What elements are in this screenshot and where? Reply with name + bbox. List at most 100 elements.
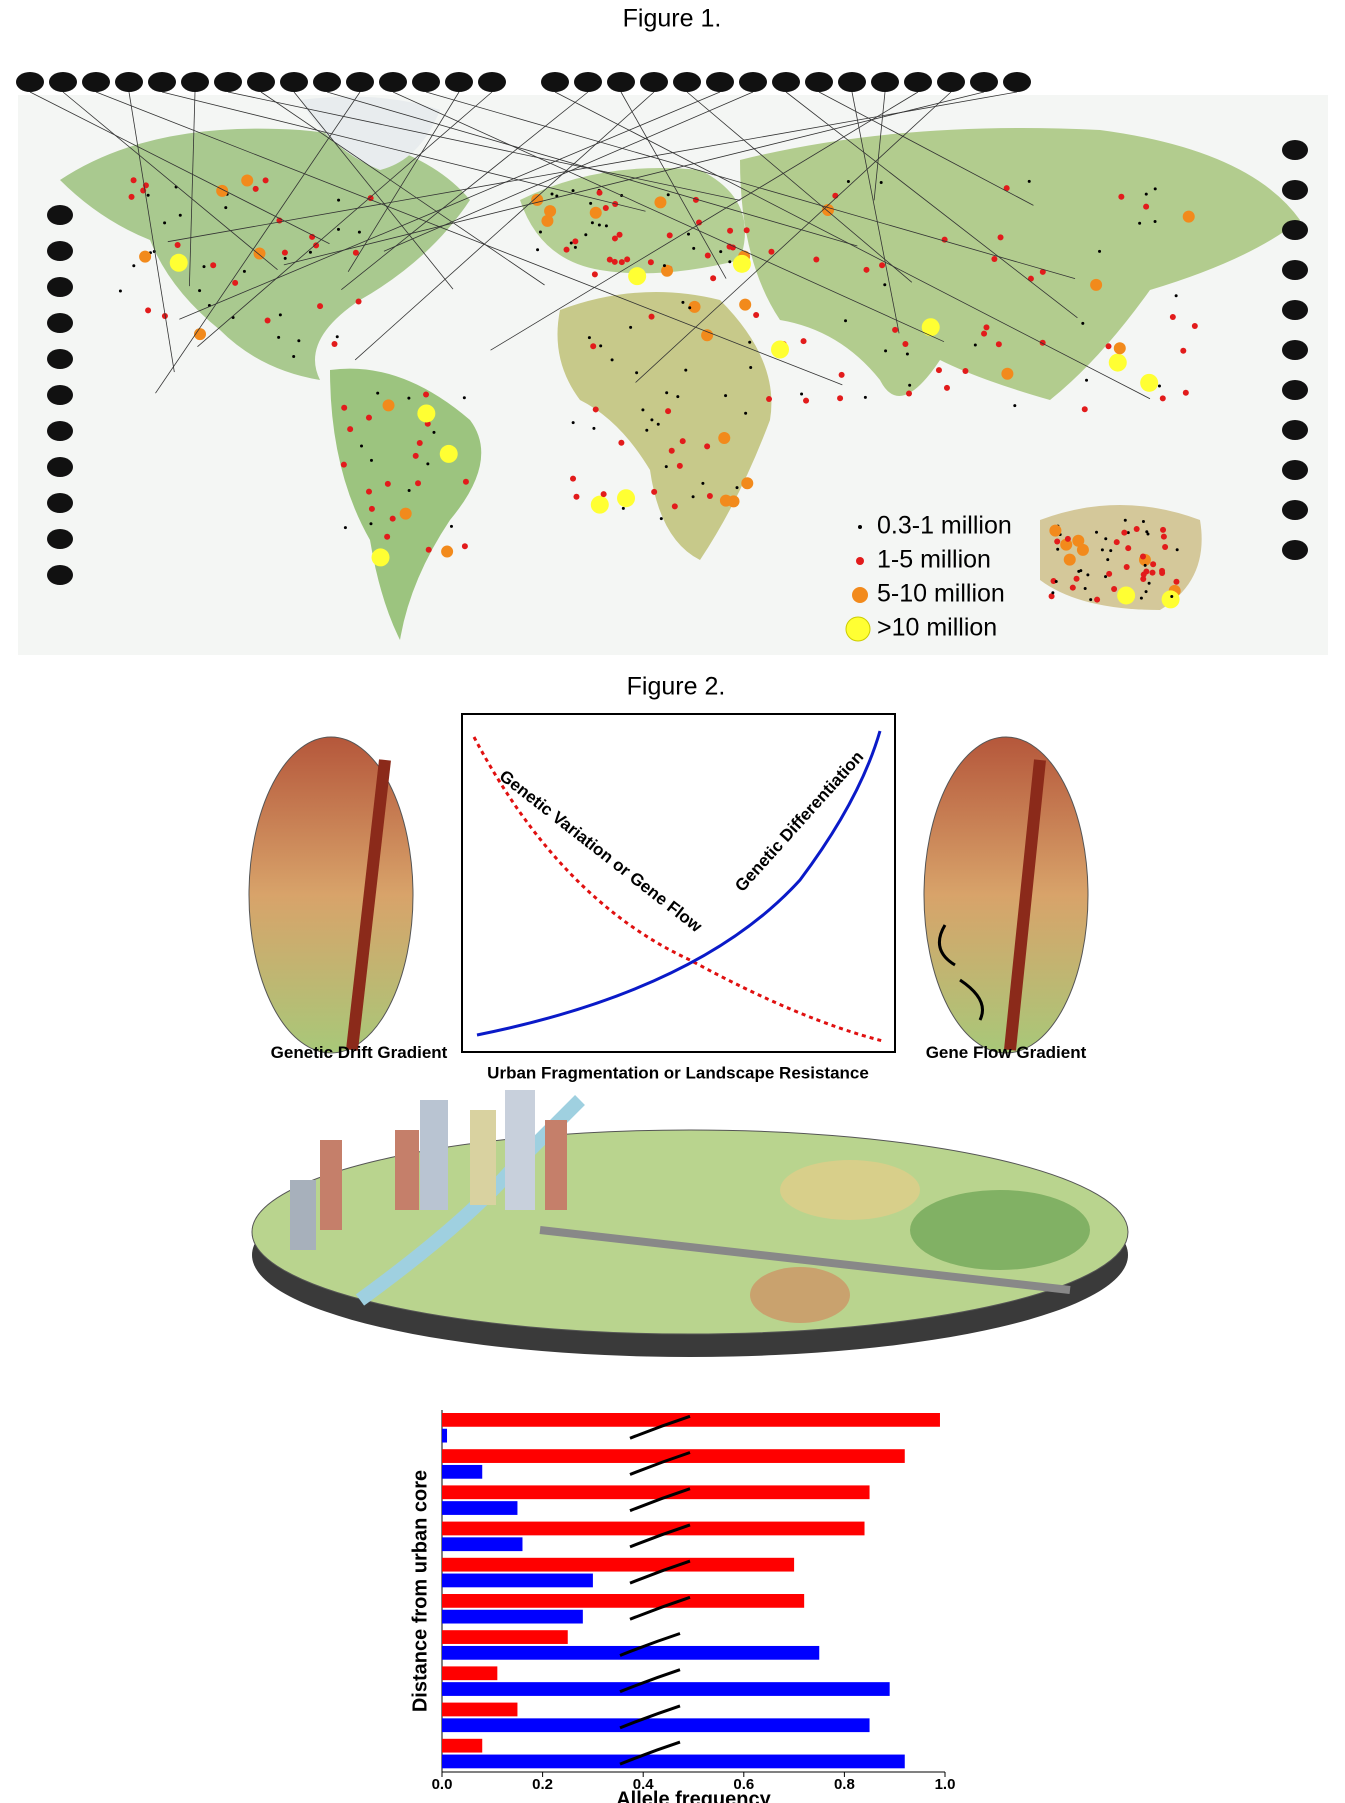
bar <box>442 1449 905 1463</box>
city-dot <box>1054 579 1058 583</box>
city-dot <box>355 298 362 305</box>
city-dot <box>1109 549 1113 553</box>
city-dot <box>863 266 870 273</box>
bar <box>442 1754 905 1769</box>
animal-icon <box>214 72 242 92</box>
city-dot <box>684 368 688 372</box>
x-tick-label: 0.8 <box>834 1776 855 1793</box>
city-dot <box>371 548 390 567</box>
city-dot <box>962 367 969 374</box>
city-dot <box>1147 581 1151 585</box>
leader-line <box>635 91 952 383</box>
figure2-title: Figure 2. <box>627 673 726 701</box>
city-dot <box>590 343 597 350</box>
city-dot <box>659 517 663 521</box>
bar <box>442 1413 940 1427</box>
city-dot <box>1141 519 1145 523</box>
city-dot <box>647 259 654 266</box>
animal-icon <box>115 72 143 92</box>
city-dot <box>744 411 748 415</box>
city-dot <box>1060 538 1073 551</box>
city-dot <box>407 396 411 400</box>
city-dot <box>1064 535 1071 542</box>
city-dot <box>128 193 135 200</box>
animal-icon <box>607 72 635 92</box>
city-dot <box>621 506 625 510</box>
city-dot <box>1160 526 1167 533</box>
city-dot <box>648 313 655 320</box>
city-dot <box>130 177 137 184</box>
lizard-icon <box>619 1740 681 1766</box>
city-dot <box>1049 524 1062 537</box>
city-dot <box>1138 221 1142 225</box>
animal-icon <box>412 72 440 92</box>
animal-icon <box>47 349 73 369</box>
city-dot <box>1174 294 1178 298</box>
city-dot <box>573 493 580 500</box>
city-dot <box>1133 526 1140 533</box>
city-dot <box>822 204 835 217</box>
city-dot <box>1143 563 1147 567</box>
animal-icon <box>1003 72 1031 92</box>
leader-line <box>293 91 454 290</box>
city-dot <box>1081 406 1088 413</box>
building <box>470 1110 496 1205</box>
bar <box>442 1609 583 1624</box>
leader-line <box>686 91 913 283</box>
city-dot <box>1051 591 1055 595</box>
city-dot <box>728 260 732 264</box>
animal-icon <box>47 385 73 405</box>
leader-line <box>873 91 886 201</box>
city-dot <box>563 246 570 253</box>
animal-icon <box>1282 140 1308 160</box>
city-dot <box>384 533 391 540</box>
city-dot <box>1182 210 1195 223</box>
city-dot <box>369 522 373 526</box>
bar <box>442 1682 890 1696</box>
city-dot <box>571 421 575 425</box>
city-dot <box>749 365 753 369</box>
city-dot <box>995 341 1002 348</box>
city-dot <box>202 265 206 269</box>
city-dot <box>1069 584 1076 591</box>
animal-icon <box>673 72 701 92</box>
city-dot <box>242 269 246 273</box>
city-dot <box>365 488 372 495</box>
city-dot <box>1180 347 1187 354</box>
city-dot <box>277 335 281 339</box>
leader-line <box>29 91 330 245</box>
animal-icon <box>871 72 899 92</box>
city-dot <box>1153 220 1157 224</box>
city-dot <box>599 344 603 348</box>
city-dot <box>662 264 666 268</box>
city-dot <box>606 256 613 263</box>
city-dot <box>253 247 266 260</box>
city-dot <box>664 465 668 469</box>
city-dot <box>1100 548 1104 552</box>
city-dot <box>727 227 734 234</box>
x-tick-label: 0.6 <box>733 1776 754 1793</box>
city-dot <box>340 461 347 468</box>
city-dot <box>1153 187 1157 191</box>
city-dot <box>611 235 618 242</box>
city-dot <box>1086 573 1090 577</box>
city-dot <box>666 232 673 239</box>
city-dot <box>596 189 603 196</box>
city-dot <box>691 495 695 499</box>
city-dot <box>462 478 469 485</box>
city-dot <box>1027 179 1031 183</box>
city-dot <box>692 246 696 250</box>
city-dot <box>313 242 320 249</box>
city-dot <box>1149 569 1156 576</box>
city-dot <box>550 192 554 196</box>
city-dot <box>1191 322 1198 329</box>
lizard-icon <box>629 1559 691 1585</box>
animal-icon <box>148 72 176 92</box>
city-dot <box>1113 539 1120 546</box>
city-dot <box>531 193 544 206</box>
city-dot <box>602 205 609 212</box>
city-dot <box>696 219 703 226</box>
lizard-icon <box>629 1487 691 1513</box>
city-dots <box>118 174 1198 609</box>
bar <box>442 1501 518 1515</box>
